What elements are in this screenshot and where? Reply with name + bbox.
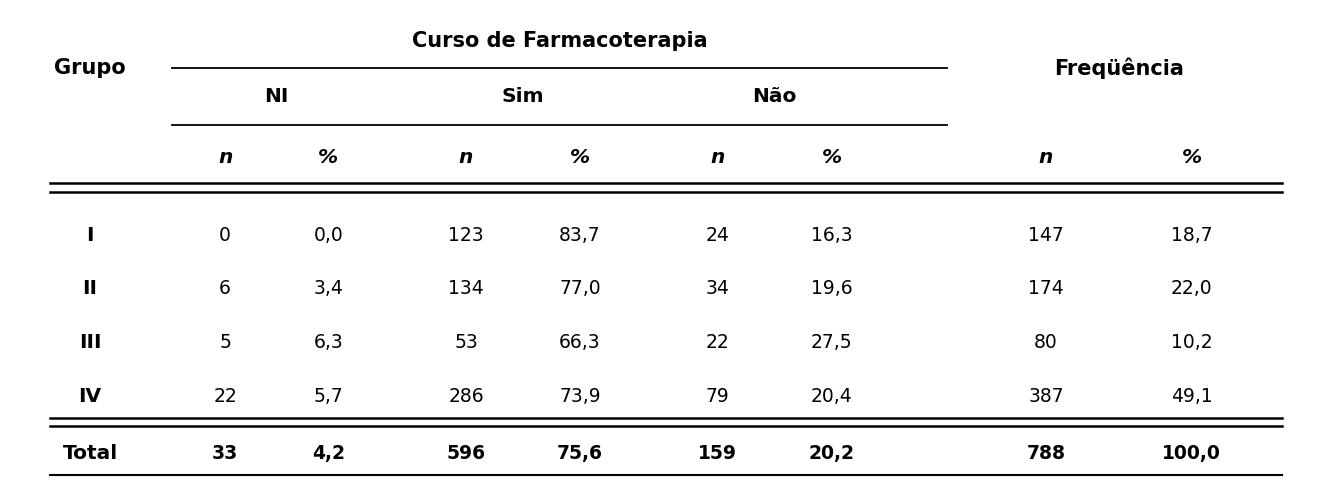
Text: %: % [821,148,842,167]
Text: n: n [459,148,473,167]
Text: 387: 387 [1029,387,1063,406]
Text: 20,4: 20,4 [810,387,853,406]
Text: Não: Não [752,86,797,106]
Text: 6,3: 6,3 [314,333,343,352]
Text: 34: 34 [706,279,730,299]
Text: 6: 6 [220,279,230,299]
Text: 19,6: 19,6 [810,279,853,299]
Text: III: III [79,333,101,352]
Text: 134: 134 [448,279,485,299]
Text: n: n [218,148,232,167]
Text: 0: 0 [220,226,230,245]
Text: 22: 22 [213,387,237,406]
Text: 5,7: 5,7 [314,387,343,406]
Text: Grupo: Grupo [54,59,126,78]
Text: 596: 596 [446,444,486,463]
Text: Curso de Farmacoterapia: Curso de Farmacoterapia [412,31,707,51]
Text: Sim: Sim [502,86,544,106]
Text: 80: 80 [1034,333,1058,352]
Text: 22,0: 22,0 [1170,279,1213,299]
Text: 22: 22 [706,333,730,352]
Text: Freqüência: Freqüência [1054,58,1184,79]
Text: 24: 24 [706,226,730,245]
Text: 20,2: 20,2 [809,444,854,463]
Text: 18,7: 18,7 [1170,226,1213,245]
Text: n: n [1039,148,1053,167]
Text: 5: 5 [220,333,230,352]
Text: NI: NI [265,86,289,106]
Text: 10,2: 10,2 [1170,333,1213,352]
Text: 27,5: 27,5 [810,333,853,352]
Text: 4,2: 4,2 [312,444,344,463]
Text: n: n [711,148,724,167]
Text: 286: 286 [449,387,483,406]
Text: 75,6: 75,6 [557,444,602,463]
Text: 3,4: 3,4 [314,279,343,299]
Text: 49,1: 49,1 [1170,387,1213,406]
Text: %: % [569,148,591,167]
Text: Total: Total [62,444,118,463]
Text: 100,0: 100,0 [1162,444,1221,463]
Text: %: % [1181,148,1202,167]
Text: IV: IV [78,387,102,406]
Text: 33: 33 [212,444,238,463]
Text: 83,7: 83,7 [559,226,601,245]
Text: 66,3: 66,3 [559,333,601,352]
Text: 123: 123 [449,226,483,245]
Text: 147: 147 [1027,226,1064,245]
Text: II: II [82,279,98,299]
Text: 159: 159 [698,444,737,463]
Text: 77,0: 77,0 [559,279,601,299]
Text: 788: 788 [1026,444,1066,463]
Text: 53: 53 [454,333,478,352]
Text: 174: 174 [1027,279,1064,299]
Text: 79: 79 [706,387,730,406]
Text: 73,9: 73,9 [559,387,601,406]
Text: %: % [318,148,339,167]
Text: 16,3: 16,3 [810,226,853,245]
Text: 0,0: 0,0 [314,226,343,245]
Text: I: I [86,226,94,245]
